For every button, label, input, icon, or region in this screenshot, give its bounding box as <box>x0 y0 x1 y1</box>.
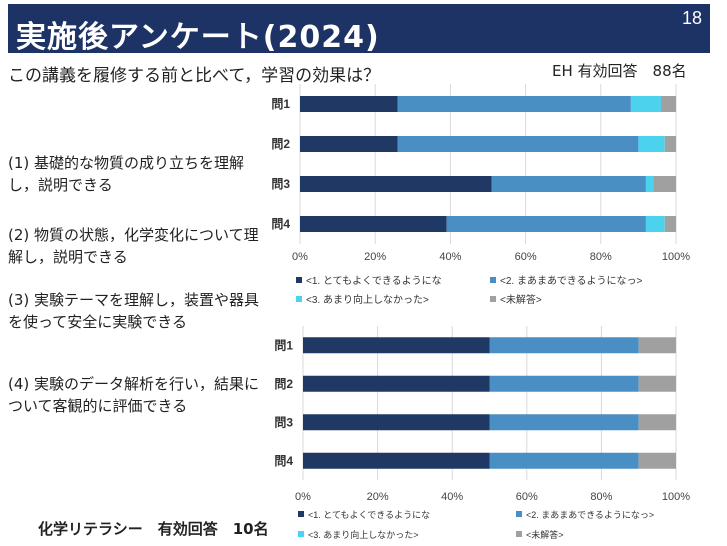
bar-segment <box>646 176 654 192</box>
bar-segment <box>653 176 676 192</box>
x-tick-label: 20% <box>364 251 386 263</box>
bar-segment <box>300 176 492 192</box>
x-tick-label: 0% <box>292 251 308 263</box>
legend-swatch <box>516 531 522 537</box>
legend-label: <3. あまり向上しなかった> <box>306 293 429 306</box>
legend-swatch <box>490 277 496 283</box>
legend-label: <3. あまり向上しなかった> <box>308 529 419 540</box>
bar-segment <box>303 414 490 430</box>
category-label: 問4 <box>274 454 293 468</box>
bar-segment <box>631 96 661 112</box>
bar-segment <box>398 96 631 112</box>
legend-label: <2. まあまあできるようになっ> <box>500 275 643 287</box>
bar-segment <box>447 216 646 232</box>
item-2: (2) 物質の状態，化学変化について理解し，説明できる <box>8 224 273 268</box>
x-tick-label: 20% <box>367 491 389 503</box>
bar-segment <box>639 414 676 430</box>
survey-question: この講義を履修する前と比べて，学習の効果は？ <box>8 61 380 86</box>
chart-chem-literacy: 0% 20% 40% 60% 80% 100% 問1 問2 問3 問4 <1. とてもよくできるよう… <box>258 326 718 546</box>
category-label: 問3 <box>274 415 293 429</box>
page-number: 18 <box>682 8 702 29</box>
bar-segment <box>300 96 398 112</box>
bar-segment <box>661 96 676 112</box>
x-tick-label: 60% <box>515 251 537 263</box>
legend-label: <未解答> <box>500 293 542 306</box>
item-3: (3) 実験テーマを理解し，装置や器具を使って安全に実験できる <box>8 289 273 333</box>
x-tick-label: 100% <box>662 251 690 263</box>
bar-segment <box>665 216 676 232</box>
bar-segment <box>639 337 676 353</box>
category-label: 問2 <box>271 137 290 151</box>
title-bar: 実施後アンケート(2024) 18 <box>8 4 710 53</box>
x-tick-label: 80% <box>590 251 612 263</box>
bar-segment <box>303 337 490 353</box>
bar-segment <box>490 414 639 430</box>
legend-swatch <box>296 296 302 302</box>
bar-segment <box>639 376 676 392</box>
x-tick-label: 80% <box>590 491 612 503</box>
x-tick-label: 60% <box>516 491 538 503</box>
legend-swatch <box>490 296 496 302</box>
category-label: 問1 <box>271 97 290 111</box>
chart-eh: 0% 20% 40% 60% 80% 100% 問1 問2 問3 問4 <1. とてもよくできるよう… <box>258 84 718 316</box>
x-tick-label: 40% <box>441 491 463 503</box>
bar-segment <box>490 376 639 392</box>
bar-segment <box>490 453 639 469</box>
legend-label: <2. まあまあできるようになっ> <box>526 510 654 520</box>
chart1-respondents: EH 有効回答 88名 <box>552 60 687 81</box>
bar-segment <box>303 453 490 469</box>
legend-label: <1. とてもよくできるようにな <box>308 510 430 520</box>
bar-segment <box>303 376 490 392</box>
x-tick-label: 0% <box>295 491 311 503</box>
bar-segment <box>300 136 398 152</box>
bar-segment <box>492 176 646 192</box>
category-label: 問2 <box>274 377 293 391</box>
category-label: 問1 <box>274 338 293 352</box>
legend-label: <1. とてもよくできるようにな <box>306 275 442 287</box>
x-tick-label: 100% <box>662 491 690 503</box>
item-4: (4) 実験のデータ解析を行い，結果について客観的に評価できる <box>8 373 273 417</box>
page-title: 実施後アンケート(2024) <box>16 12 380 56</box>
bar-segment <box>665 136 676 152</box>
legend-swatch <box>516 511 522 517</box>
legend-swatch <box>298 511 304 517</box>
legend-swatch <box>298 531 304 537</box>
legend-label: <未解答> <box>526 529 564 540</box>
bar-segment <box>490 337 639 353</box>
bar-segment <box>639 453 676 469</box>
category-label: 問3 <box>271 177 290 191</box>
category-label: 問4 <box>271 217 290 231</box>
bar-segment <box>398 136 639 152</box>
item-1: (1) 基礎的な物質の成り立ちを理解し，説明できる <box>8 152 273 196</box>
bar-segment <box>646 216 665 232</box>
legend-swatch <box>296 277 302 283</box>
x-tick-label: 40% <box>439 251 461 263</box>
bar-segment <box>300 216 447 232</box>
bar-segment <box>638 136 664 152</box>
chart2-respondents: 化学リテラシー 有効回答 10名 <box>38 518 269 539</box>
